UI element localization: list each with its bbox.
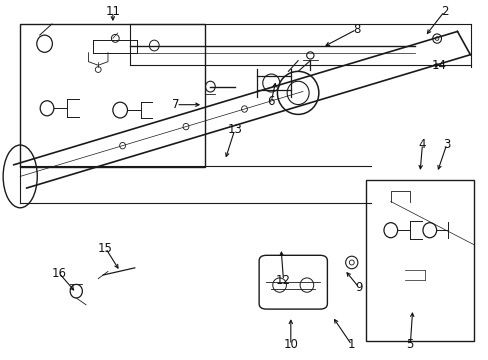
Text: 6: 6 xyxy=(267,95,275,108)
Text: 12: 12 xyxy=(275,274,290,287)
Text: 13: 13 xyxy=(227,123,242,136)
Text: 2: 2 xyxy=(440,5,447,18)
Text: 7: 7 xyxy=(172,98,180,111)
Text: 1: 1 xyxy=(347,338,355,351)
Text: 3: 3 xyxy=(442,138,449,150)
Bar xyxy=(366,180,473,341)
Text: 15: 15 xyxy=(98,242,113,255)
Text: 11: 11 xyxy=(105,5,120,18)
Text: 14: 14 xyxy=(431,59,446,72)
Text: 5: 5 xyxy=(406,338,413,351)
Text: 4: 4 xyxy=(418,138,426,150)
Text: 16: 16 xyxy=(52,267,66,280)
Text: 10: 10 xyxy=(283,338,298,351)
Text: 8: 8 xyxy=(352,23,360,36)
Bar xyxy=(20,24,205,167)
Text: 9: 9 xyxy=(355,281,362,294)
